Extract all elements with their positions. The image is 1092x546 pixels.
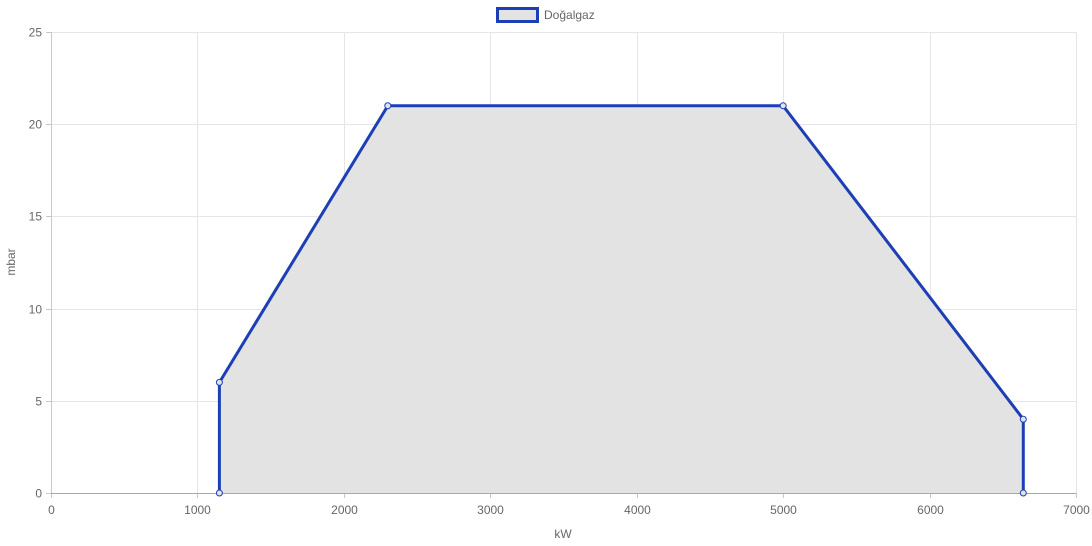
y-tick-label: 15 <box>29 210 43 224</box>
data-point[interactable] <box>779 102 787 110</box>
y-tick-label: 10 <box>29 303 43 317</box>
y-tick-label: 5 <box>35 395 42 409</box>
data-point[interactable] <box>215 378 223 386</box>
y-tick-label: 25 <box>29 26 43 40</box>
legend-swatch[interactable] <box>496 7 539 23</box>
y-tick-label: 20 <box>29 118 43 132</box>
data-point[interactable] <box>215 489 223 497</box>
x-tick-label: 4000 <box>624 503 651 517</box>
x-tick-label: 3000 <box>477 503 504 517</box>
series-fill <box>219 105 1024 494</box>
series-line <box>217 104 1025 493</box>
y-axis-title: mbar <box>4 248 18 275</box>
series-area <box>215 102 1027 497</box>
x-tick-label: 1000 <box>184 503 211 517</box>
tick-labels: 0 1000 2000 3000 4000 5000 6000 7000 0 5 10 15 20 25 <box>29 26 1091 518</box>
data-point[interactable] <box>1019 489 1027 497</box>
legend-label[interactable]: Doğalgaz <box>544 8 595 22</box>
x-tick-label: 7000 <box>1063 503 1090 517</box>
legend[interactable]: Doğalgaz <box>496 7 595 23</box>
data-point[interactable] <box>1019 415 1027 423</box>
x-tick-label: 2000 <box>331 503 358 517</box>
x-tick-label: 5000 <box>770 503 797 517</box>
x-tick-label: 0 <box>48 503 55 517</box>
y-tick-label: 0 <box>35 487 42 501</box>
x-axis-title: kW <box>554 527 572 541</box>
data-point[interactable] <box>384 102 392 110</box>
x-tick-label: 6000 <box>917 503 944 517</box>
